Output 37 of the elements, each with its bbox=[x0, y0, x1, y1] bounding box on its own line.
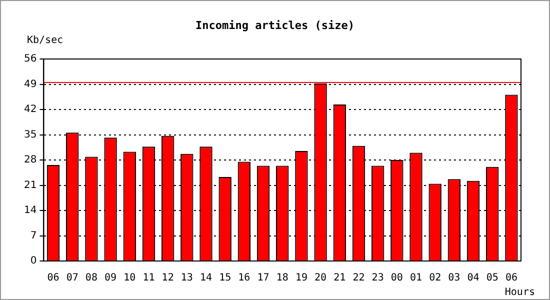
x-tick-label: 16 bbox=[238, 272, 250, 284]
y-tick-label: 56 bbox=[24, 54, 37, 65]
x-tick-label: 00 bbox=[390, 272, 403, 284]
x-tick-label: 07 bbox=[66, 272, 78, 284]
x-tick-label: 06 bbox=[505, 272, 518, 284]
x-tick-label: 02 bbox=[429, 272, 442, 284]
x-tick-label: 06 bbox=[47, 272, 60, 284]
x-tick-label: 03 bbox=[448, 272, 460, 284]
x-tick-label: 12 bbox=[162, 272, 174, 284]
y-axis-title: Kb/sec bbox=[27, 35, 64, 46]
chart-title: Incoming articles (size) bbox=[194, 19, 356, 32]
y-tick-label: 21 bbox=[24, 180, 37, 191]
x-tick-label: 14 bbox=[200, 272, 212, 284]
x-tick-label: 21 bbox=[334, 272, 346, 284]
y-tick-label: 28 bbox=[24, 154, 37, 166]
y-tick-label: 14 bbox=[24, 205, 37, 216]
x-tick-label: 10 bbox=[124, 272, 136, 284]
x-tick-label: 18 bbox=[276, 272, 288, 284]
x-tick-label: 20 bbox=[314, 272, 327, 284]
x-axis-title: Hours bbox=[504, 287, 535, 298]
y-tick-label: 42 bbox=[24, 104, 37, 116]
x-tick-label: 04 bbox=[467, 272, 480, 284]
x-tick-label: 23 bbox=[372, 272, 384, 284]
x-tick-label: 11 bbox=[142, 272, 155, 284]
y-tick-label: 49 bbox=[24, 78, 37, 90]
x-tick-label: 15 bbox=[219, 272, 232, 284]
x-tick-label: 08 bbox=[85, 272, 98, 284]
x-tick-label: 09 bbox=[104, 272, 117, 284]
y-tick-label: 7 bbox=[30, 230, 37, 242]
x-tick-label: 22 bbox=[352, 272, 365, 284]
x-tick-label: 19 bbox=[295, 272, 308, 284]
y-tick-label: 35 bbox=[24, 129, 37, 140]
x-tick-label: 13 bbox=[180, 272, 193, 284]
x-tick-label: 05 bbox=[486, 272, 498, 284]
y-tick-label: 0 bbox=[30, 256, 37, 267]
x-tick-label: 17 bbox=[257, 272, 270, 284]
x-tick-label: 01 bbox=[410, 272, 422, 284]
